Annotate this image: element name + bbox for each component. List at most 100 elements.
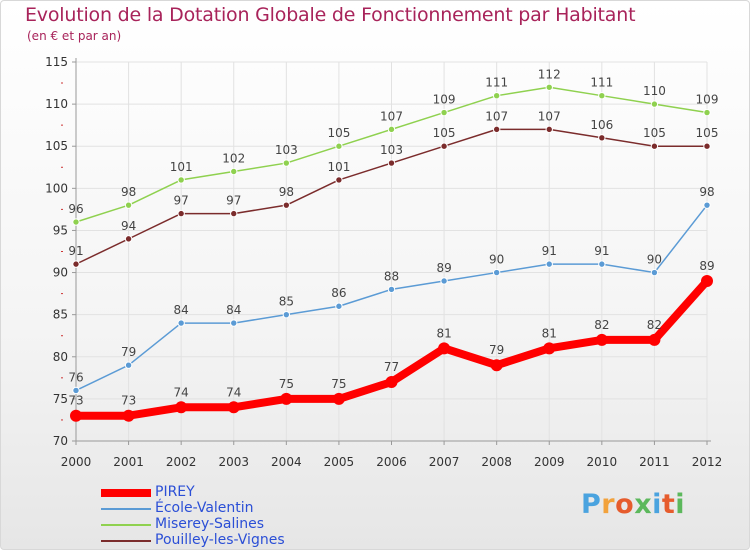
data-label-miserey-salines: 107 — [380, 109, 403, 123]
data-label-miserey-salines: 110 — [643, 84, 666, 98]
data-label-pirey: 75 — [331, 377, 346, 391]
data-point-miserey-salines — [598, 91, 606, 100]
data-point-miserey-salines — [335, 142, 343, 150]
data-point-miserey-salines — [282, 159, 291, 167]
data-point-pouilley-les-vignes — [177, 209, 185, 218]
data-point-pouilley-les-vignes — [440, 142, 448, 150]
data-label-pouilley-les-vignes: 97 — [226, 194, 241, 208]
chart-subtitle: (en € et par an) — [27, 29, 122, 43]
data-point-cole-valentin — [598, 260, 606, 268]
data-label-cole-valentin: 98 — [699, 185, 714, 199]
legend-label-pouilley-les-vignes: Pouilley-les-Vignes — [155, 532, 285, 548]
data-labels: 73 73 74 74 75 75 77 81 79 81 82 82 89 76 79 84 84 85 86 88… — [68, 67, 718, 407]
data-label-pouilley-les-vignes: 103 — [380, 143, 403, 157]
legend-swatch-pouilley-les-vignes — [101, 540, 151, 542]
x-tick-label: 2004 — [271, 455, 302, 469]
data-point-pirey — [490, 359, 503, 372]
data-point-miserey-salines — [650, 100, 659, 108]
data-point-pirey — [332, 392, 345, 405]
data-label-pirey: 89 — [699, 259, 714, 273]
data-point-pouilley-les-vignes — [545, 125, 553, 134]
data-label-pouilley-les-vignes: 101 — [327, 160, 350, 174]
data-label-miserey-salines: 111 — [485, 76, 508, 90]
data-point-pouilley-les-vignes — [598, 134, 606, 142]
x-tick-label: 2001 — [113, 455, 144, 469]
data-label-miserey-salines: 103 — [275, 143, 298, 157]
y-tick-label: 105 — [45, 139, 68, 153]
data-label-cole-valentin: 85 — [279, 295, 294, 309]
data-point-cole-valentin — [177, 319, 185, 327]
data-point-pirey — [385, 376, 398, 389]
data-point-pouilley-les-vignes — [72, 260, 80, 268]
data-point-pirey — [175, 401, 188, 414]
legend-swatch-pirey — [101, 489, 151, 497]
series-lines — [70, 83, 713, 422]
data-point-pouilley-les-vignes — [492, 125, 501, 134]
data-label-cole-valentin: 79 — [121, 345, 136, 359]
data-label-pirey: 79 — [489, 343, 504, 357]
data-point-cole-valentin — [230, 319, 238, 327]
logo-letter: i — [675, 489, 686, 520]
data-label-pirey: 82 — [647, 318, 662, 332]
x-tick-label: 2002 — [166, 455, 197, 469]
x-tick-label: 2007 — [429, 455, 460, 469]
y-tick-label: 85 — [53, 308, 68, 322]
x-tick-label: 2012 — [692, 455, 723, 469]
legend-label-ecole-valentin: École-Valentin — [155, 500, 254, 516]
data-point-pirey — [122, 409, 135, 422]
data-point-pirey — [543, 342, 556, 355]
data-label-pirey: 73 — [121, 394, 136, 408]
data-point-cole-valentin — [387, 285, 396, 294]
data-label-miserey-salines: 109 — [433, 93, 456, 107]
data-label-pouilley-les-vignes: 105 — [643, 126, 666, 140]
data-label-cole-valentin: 84 — [226, 303, 241, 317]
data-label-pirey: 81 — [542, 326, 557, 340]
data-point-cole-valentin — [650, 268, 659, 277]
data-label-pouilley-les-vignes: 91 — [68, 244, 83, 258]
legend-swatch-miserey-salines — [101, 524, 151, 526]
data-label-miserey-salines: 98 — [121, 185, 136, 199]
data-label-miserey-salines: 102 — [222, 151, 245, 165]
legend-label-pirey: PIREY — [155, 484, 195, 500]
data-label-cole-valentin: 89 — [436, 261, 451, 275]
data-label-pouilley-les-vignes: 105 — [433, 126, 456, 140]
data-point-pirey — [438, 342, 451, 355]
y-tick-label: 95 — [53, 223, 68, 237]
data-label-pirey: 74 — [174, 385, 189, 399]
chart-title: Evolution de la Dotation Globale de Fonc… — [25, 4, 636, 26]
data-label-pirey: 82 — [594, 318, 609, 332]
data-point-cole-valentin — [492, 268, 501, 277]
data-label-pirey: 81 — [436, 326, 451, 340]
data-point-pirey — [280, 392, 293, 405]
data-label-pouilley-les-vignes: 107 — [485, 109, 508, 123]
data-point-pouilley-les-vignes — [650, 142, 659, 150]
data-point-pouilley-les-vignes — [124, 235, 133, 243]
legend-label-miserey-salines: Miserey-Salines — [155, 516, 265, 532]
logo-letter: o — [615, 489, 635, 520]
data-point-pouilley-les-vignes — [335, 176, 343, 184]
y-tick-label: 90 — [53, 266, 68, 280]
y-tick-label: 75 — [53, 392, 68, 406]
proxiti-logo: Proxiti — [581, 489, 685, 520]
data-label-pirey: 74 — [226, 385, 241, 399]
data-point-miserey-salines — [230, 167, 238, 176]
data-point-miserey-salines — [177, 176, 185, 184]
data-label-cole-valentin: 76 — [68, 370, 83, 384]
data-label-miserey-salines: 101 — [170, 160, 193, 174]
data-point-pirey — [227, 401, 240, 414]
data-point-cole-valentin — [440, 277, 448, 285]
data-point-cole-valentin — [703, 201, 711, 209]
data-label-pouilley-les-vignes: 105 — [696, 126, 719, 140]
data-point-cole-valentin — [545, 260, 553, 268]
data-label-cole-valentin: 84 — [174, 303, 189, 317]
data-label-cole-valentin: 90 — [647, 253, 662, 267]
data-label-miserey-salines: 105 — [327, 126, 350, 140]
data-point-pirey — [595, 333, 608, 346]
data-label-cole-valentin: 86 — [331, 286, 346, 300]
y-tick-label: 100 — [45, 181, 68, 195]
data-label-cole-valentin: 91 — [594, 244, 609, 258]
data-label-cole-valentin: 90 — [489, 253, 504, 267]
data-label-cole-valentin: 88 — [384, 269, 399, 283]
data-point-cole-valentin — [282, 310, 291, 319]
